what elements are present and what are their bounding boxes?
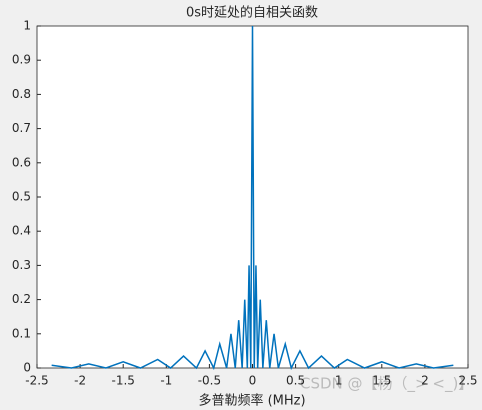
y-tick-label: 0.6 xyxy=(12,155,31,169)
y-tick-label: 0.9 xyxy=(12,53,31,67)
x-tick-label: -2 xyxy=(74,374,86,388)
x-tick-label: -0.5 xyxy=(198,374,221,388)
chart-title: 0s时延处的自相关函数 xyxy=(186,5,318,21)
x-tick-label: -1 xyxy=(160,374,172,388)
y-tick-label: 0.4 xyxy=(12,224,31,238)
y-tick-label: 0.5 xyxy=(12,190,31,204)
x-tick-label: -1.5 xyxy=(111,374,134,388)
y-tick-label: 0.1 xyxy=(12,326,31,340)
x-tick-label: 0.5 xyxy=(286,374,305,388)
y-tick-label: 0.7 xyxy=(12,121,31,135)
x-tick-label: 2 xyxy=(421,374,429,388)
y-tick-label: 0 xyxy=(23,361,31,375)
x-axis-label: 多普勒频率 (MHz) xyxy=(198,393,305,409)
data-line xyxy=(51,25,454,371)
y-tick-label: 0.3 xyxy=(12,258,31,272)
y-tick-label: 1 xyxy=(23,19,31,33)
watermark: CSDN @【杨（_> <_)】 xyxy=(300,375,473,394)
x-tick-label: 1 xyxy=(335,374,343,388)
y-tick-label: 0.2 xyxy=(12,292,31,306)
x-tick-label: 2.5 xyxy=(458,374,477,388)
x-tick-label: 1.5 xyxy=(372,374,391,388)
x-tick-label: -2.5 xyxy=(25,374,48,388)
x-tick-label: 0 xyxy=(249,374,257,388)
y-tick-label: 0.8 xyxy=(12,87,31,101)
